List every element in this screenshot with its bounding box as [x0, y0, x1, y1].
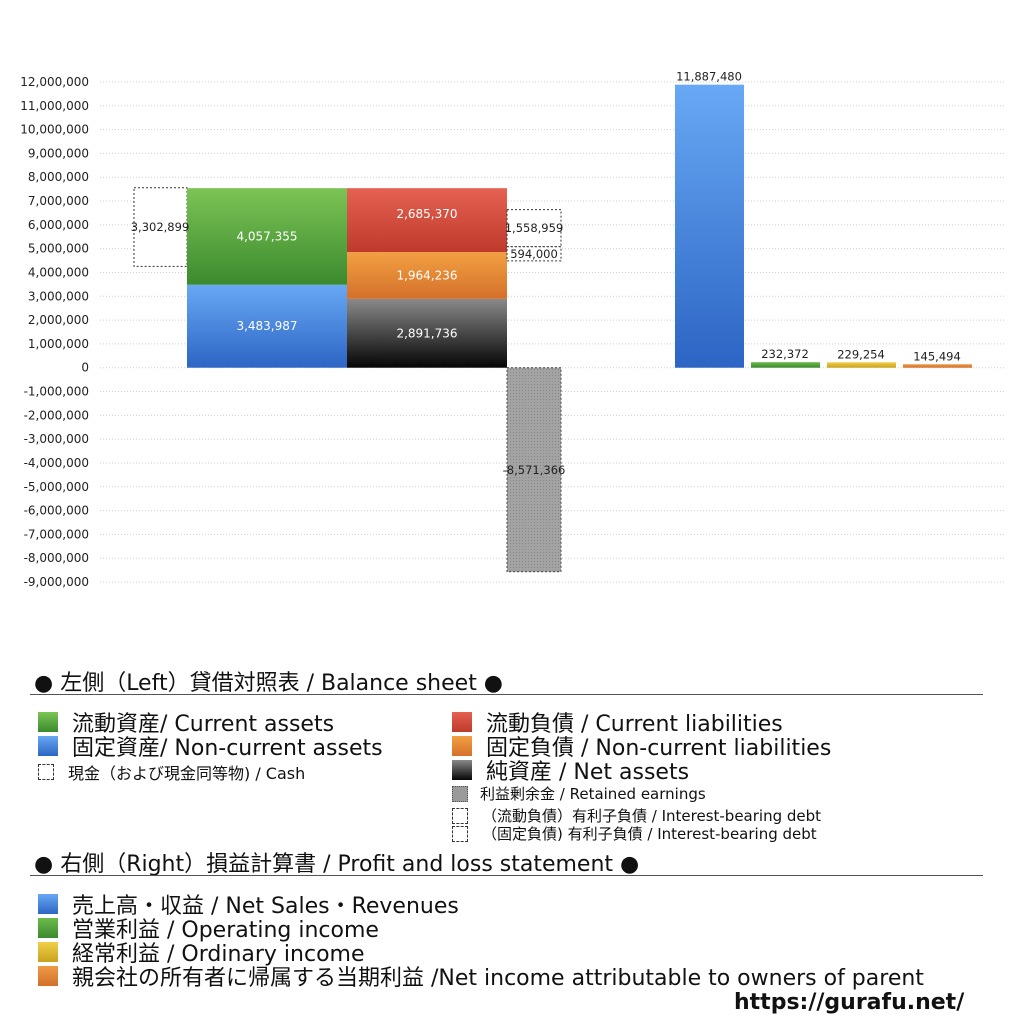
y-tick-label: -2,000,000 [24, 408, 89, 422]
y-axis-ticks: 12,000,000 11,000,000 10,000,000 9,000,000 8… [20, 75, 89, 589]
label-non-current-assets: 3,483,987 [236, 319, 297, 333]
label-net-sales: 11,887,480 [676, 70, 742, 84]
y-tick-label: -9,000,000 [24, 575, 89, 589]
y-tick-label: -6,000,000 [24, 504, 89, 518]
swatch-net-income-parent [38, 966, 58, 986]
legend-item-current-assets: 流動資産/ Current assets [38, 706, 334, 738]
y-tick-label: 0 [81, 361, 89, 375]
y-tick-label: 7,000,000 [28, 194, 89, 208]
legend-label-retained-earnings: 利益剰余金 / Retained earnings [480, 785, 706, 803]
legend-item-ordinary-income: 経常利益 / Ordinary income [38, 936, 365, 968]
swatch-ordinary-income [38, 942, 58, 962]
y-tick-label: -8,000,000 [24, 551, 89, 565]
legend-label-cash: 現金（および現金同等物) / Cash [68, 764, 306, 783]
legend-label-net-assets: 純資産 / Net assets [486, 760, 690, 785]
legend-label-net-income-parent: 親会社の所有者に帰属する当期利益 /Net income attributabl… [72, 966, 924, 991]
label-net-assets: 2,891,736 [396, 326, 457, 340]
bar-current-assets [187, 188, 347, 285]
legend-label-current-assets: 流動資産/ Current assets [72, 712, 335, 737]
legend-item-non-current-assets: 固定資産/ Non-current assets [38, 730, 383, 762]
y-tick-label: 10,000,000 [20, 123, 89, 137]
y-tick-label: -4,000,000 [24, 456, 89, 470]
swatch-cash [38, 764, 54, 780]
label-ordinary-income: 229,254 [837, 347, 885, 361]
swatch-non-current-liabilities [452, 736, 472, 756]
value-labels: 3,302,899 3,483,987 4,057,355 2,891,736 1,96… [131, 70, 961, 477]
label-current-assets: 4,057,355 [236, 229, 297, 243]
legend-item-net-assets: 純資産 / Net assets [452, 754, 689, 786]
bar-non-current-liabilities [347, 252, 507, 299]
legend-label-non-current-liabilities: 固定負債 / Non-current liabilities [486, 736, 832, 761]
bar-ib-debt-noncurrent [506, 246, 562, 262]
label-retained-earnings: -8,571,366 [503, 463, 566, 477]
bar-net-assets [347, 298, 507, 368]
legend-left-rule [30, 694, 983, 695]
swatch-operating-income [38, 918, 58, 938]
label-cash: 3,302,899 [131, 220, 190, 234]
balance-pl-chart: 12,000,000 11,000,000 10,000,000 9,000,000 8… [20, 70, 1006, 589]
bars [133, 84, 972, 573]
bar-ib-debt-current [506, 209, 562, 248]
legend-item-ib-debt-current: （流動負債）有利子負債 / Interest-bearing debt [452, 805, 821, 826]
legend: ● 左側（Left）貸借対照表 / Balance sheet ● 流動資産/ … [0, 660, 1024, 1024]
y-tick-label: 9,000,000 [28, 146, 89, 160]
source-url: https://gurafu.net/ [734, 990, 965, 1015]
y-tick-label: -3,000,000 [24, 432, 89, 446]
bar-retained-earnings [506, 367, 562, 573]
label-net-income-parent: 145,494 [913, 349, 961, 363]
swatch-ib-debt-noncurrent [452, 825, 468, 842]
legend-item-operating-income: 営業利益 / Operating income [38, 912, 379, 944]
legend-label-current-liabilities: 流動負債 / Current liabilities [486, 712, 783, 737]
bar-cash [133, 187, 188, 267]
y-tick-label: 6,000,000 [28, 218, 89, 232]
y-tick-label: -1,000,000 [24, 385, 89, 399]
legend-label-ib-debt-current: （流動負債）有利子負債 / Interest-bearing debt [482, 807, 822, 825]
legend-right-title: ● 右側（Right）損益計算書 / Profit and loss state… [34, 852, 640, 877]
swatch-current-assets [38, 712, 58, 732]
y-tick-label: -5,000,000 [24, 480, 89, 494]
y-tick-label: 8,000,000 [28, 170, 89, 184]
legend-item-current-liabilities: 流動負債 / Current liabilities [452, 706, 783, 738]
legend-item-non-current-liabilities: 固定負債 / Non-current liabilities [452, 730, 831, 762]
legend-item-ib-debt-noncurrent: （固定負債) 有利子負債 / Interest-bearing debt [452, 823, 817, 844]
legend-label-net-sales: 売上高・収益 / Net Sales・Revenues [72, 894, 459, 919]
swatch-net-sales [38, 894, 58, 914]
label-ib-debt-noncurrent: 594,000 [510, 247, 558, 261]
legend-item-net-sales: 売上高・収益 / Net Sales・Revenues [38, 888, 459, 920]
y-tick-label: 2,000,000 [28, 313, 89, 327]
swatch-current-liabilities [452, 712, 472, 732]
label-operating-income: 232,372 [761, 347, 809, 361]
legend-label-ordinary-income: 経常利益 / Ordinary income [72, 942, 365, 967]
bar-current-liabilities [347, 188, 507, 253]
y-tick-label: 3,000,000 [28, 289, 89, 303]
y-tick-label: 12,000,000 [20, 75, 89, 89]
legend-item-retained-earnings: 利益剰余金 / Retained earnings [452, 783, 706, 804]
bar-ordinary-income [827, 362, 896, 368]
y-tick-label: 11,000,000 [20, 99, 89, 113]
legend-label-ib-debt-noncurrent: （固定負債) 有利子負債 / Interest-bearing debt [482, 825, 817, 843]
swatch-net-assets [452, 760, 472, 780]
legend-left-title: ● 左側（Left）貸借対照表 / Balance sheet ● [34, 671, 504, 696]
bar-operating-income [751, 362, 820, 368]
legend-right-rule [30, 875, 983, 876]
y-tick-label: 4,000,000 [28, 265, 89, 279]
label-non-current-liabilities: 1,964,236 [396, 268, 457, 282]
bar-net-sales [675, 84, 744, 368]
label-ib-debt-current: 1,558,959 [505, 221, 564, 235]
y-tick-label: 1,000,000 [28, 337, 89, 351]
legend-item-net-income-parent: 親会社の所有者に帰属する当期利益 /Net income attributabl… [38, 960, 924, 992]
legend-label-operating-income: 営業利益 / Operating income [72, 918, 379, 943]
legend-item-cash: 現金（および現金同等物) / Cash [38, 760, 305, 784]
legend-label-non-current-assets: 固定資産/ Non-current assets [72, 736, 383, 761]
y-tick-label: -7,000,000 [24, 527, 89, 541]
swatch-ib-debt-current [452, 807, 468, 824]
bar-non-current-assets [187, 284, 347, 368]
y-tick-label: 5,000,000 [28, 242, 89, 256]
label-current-liabilities: 2,685,370 [396, 207, 457, 221]
swatch-non-current-assets [38, 736, 58, 756]
swatch-retained-earnings [452, 785, 468, 802]
bar-net-income-parent [903, 364, 972, 368]
